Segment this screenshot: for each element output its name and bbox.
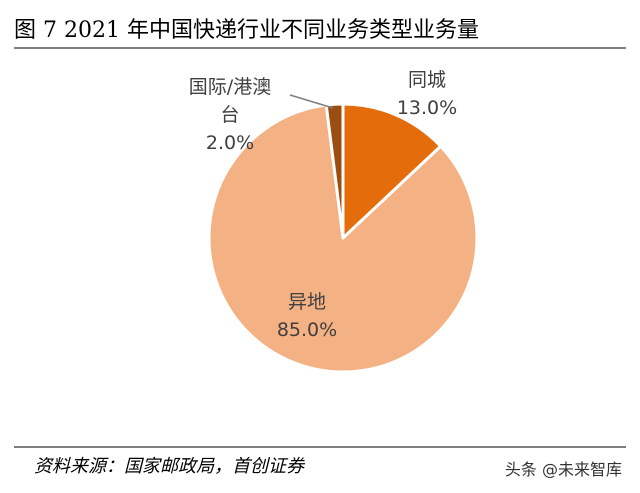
figure-title: 图 7 2021 年中国快递行业不同业务类型业务量 — [14, 18, 479, 43]
slice-value-international: 2.0% — [205, 132, 255, 154]
slice-name-tongcheng: 同城 — [407, 69, 446, 91]
leader-line-international — [289, 94, 334, 109]
slice-label-international: 国际/港澳 台 2.0% — [170, 73, 290, 157]
watermark: 头条 @未来智库 — [504, 460, 622, 479]
slice-tongcheng — [341, 102, 443, 240]
source-divider — [14, 446, 626, 448]
slice-label-tongcheng: 同城 13.0% — [392, 66, 462, 122]
source-note: 资料来源：国家邮政局，首创证券 — [34, 456, 304, 477]
slice-value-tongcheng: 13.0% — [396, 97, 458, 119]
slice-name-yidi: 异地 — [287, 291, 326, 313]
slice-name-international-line2: 台 — [220, 104, 240, 126]
title-divider — [14, 47, 626, 49]
slice-international — [324, 102, 345, 240]
slice-label-yidi: 异地 85.0% — [262, 288, 352, 344]
slice-value-yidi: 85.0% — [276, 319, 338, 341]
slice-name-international-line1: 国际/港澳 — [188, 76, 272, 98]
